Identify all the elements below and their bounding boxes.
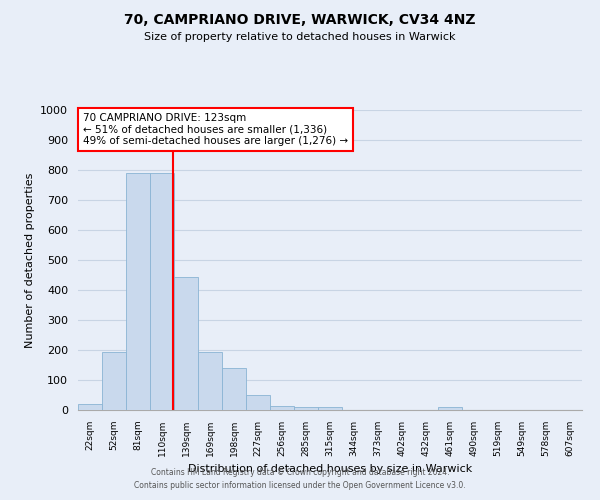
Bar [318, 407, 342, 410]
Bar [174, 276, 198, 410]
Bar [78, 404, 102, 410]
Y-axis label: Number of detached properties: Number of detached properties [25, 172, 35, 348]
Bar [198, 352, 222, 410]
Bar [150, 173, 174, 410]
Bar [126, 173, 150, 410]
Bar [294, 407, 318, 410]
Text: Contains public sector information licensed under the Open Government Licence v3: Contains public sector information licen… [134, 482, 466, 490]
Text: 70 CAMPRIANO DRIVE: 123sqm
← 51% of detached houses are smaller (1,336)
49% of s: 70 CAMPRIANO DRIVE: 123sqm ← 51% of deta… [83, 113, 348, 146]
Bar [102, 352, 126, 410]
Bar [222, 368, 246, 410]
Bar [270, 406, 294, 410]
Bar [438, 407, 462, 410]
Text: 70, CAMPRIANO DRIVE, WARWICK, CV34 4NZ: 70, CAMPRIANO DRIVE, WARWICK, CV34 4NZ [124, 12, 476, 26]
Text: Contains HM Land Registry data © Crown copyright and database right 2024.: Contains HM Land Registry data © Crown c… [151, 468, 449, 477]
Bar [246, 395, 270, 410]
Text: Size of property relative to detached houses in Warwick: Size of property relative to detached ho… [144, 32, 456, 42]
X-axis label: Distribution of detached houses by size in Warwick: Distribution of detached houses by size … [188, 464, 472, 474]
